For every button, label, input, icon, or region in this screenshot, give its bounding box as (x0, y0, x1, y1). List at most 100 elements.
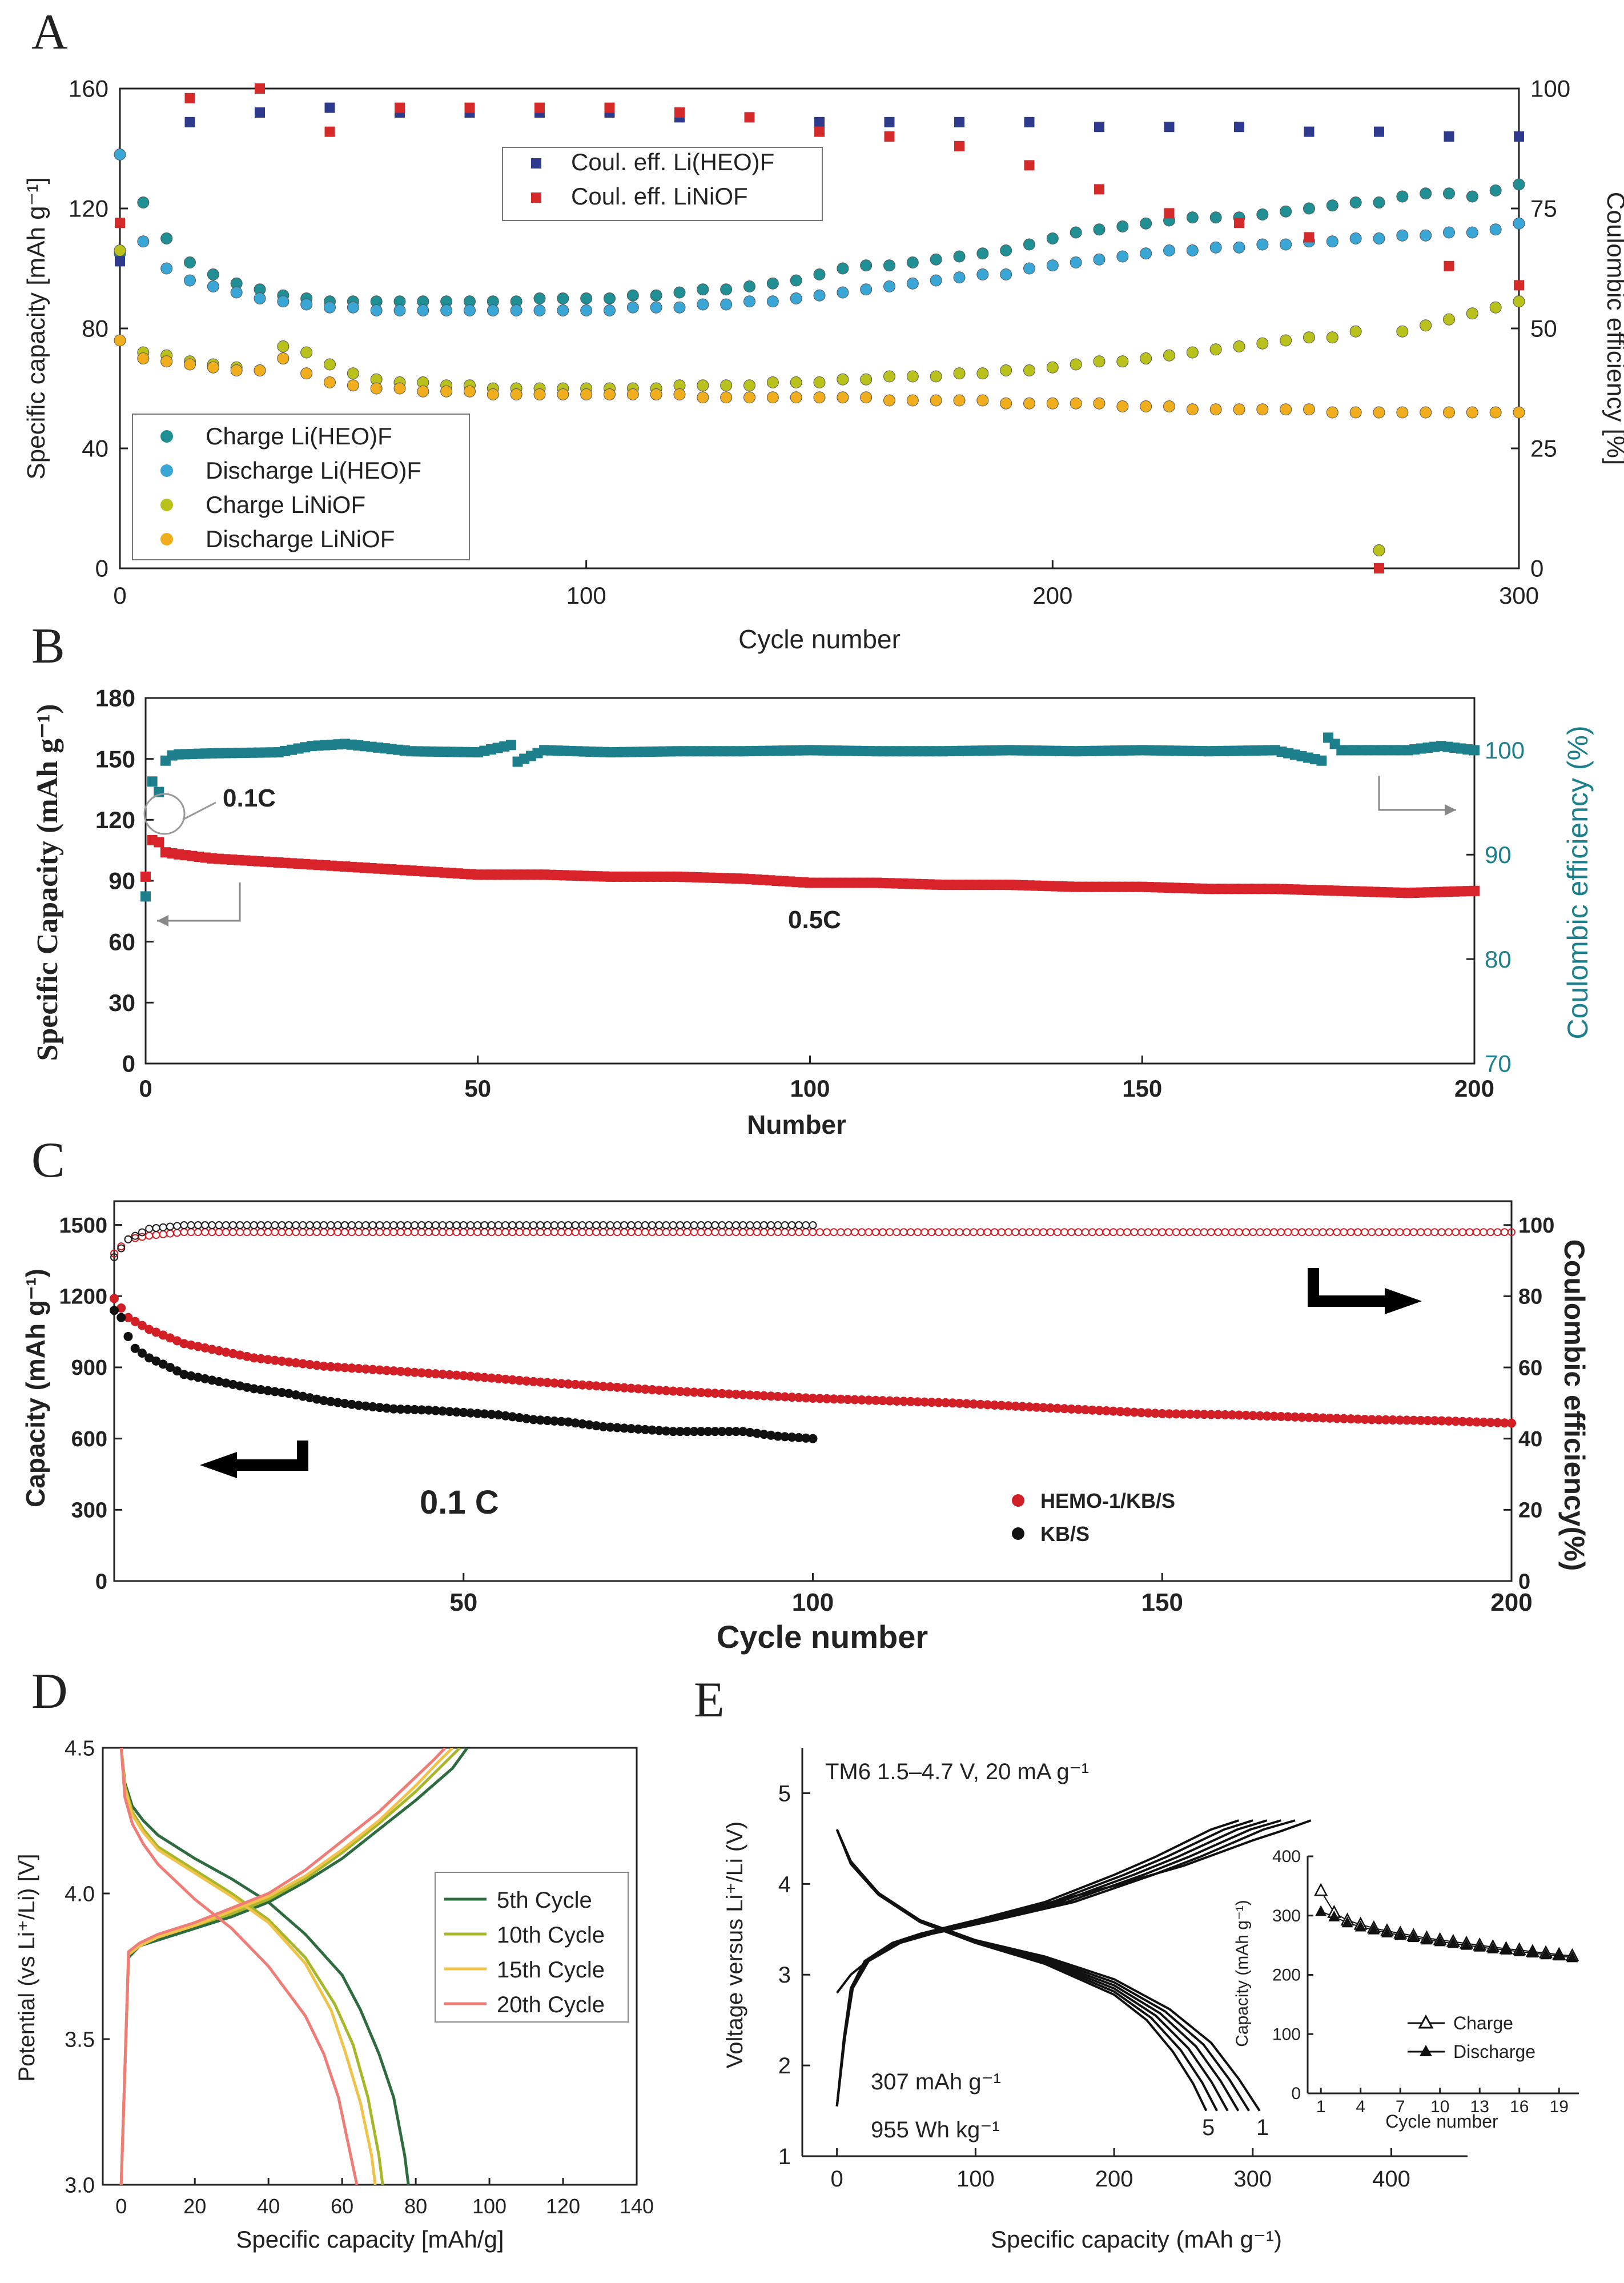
point-hemo (1067, 1404, 1076, 1414)
point-charge-heo (743, 280, 755, 292)
point-hemo (396, 1367, 405, 1377)
point-kbs (165, 1362, 175, 1372)
point-ce-kbs (550, 1221, 558, 1229)
inset-point-charge (1314, 1883, 1328, 1896)
point-ce-hemo (557, 1228, 566, 1237)
y-tick-label: 1 (778, 2144, 791, 2169)
point-hemo (249, 1353, 259, 1363)
point-ce-ninof (184, 93, 195, 103)
y-tick-label: 80 (82, 315, 108, 342)
point-discharge-ninof (1466, 406, 1478, 419)
legend-label-20th: 20th Cycle (497, 1992, 605, 2017)
point-charge-ninof (1116, 355, 1129, 368)
point-discharge-ninof (393, 382, 406, 395)
point-charge-ninof (1513, 295, 1525, 308)
x-axis-label-d: Specific capacity [mAh/g] (236, 2226, 504, 2253)
point-ce-ninof (1304, 232, 1315, 243)
point-hemo (1234, 1410, 1244, 1420)
y-tick-label: 3 (778, 1963, 791, 1988)
condition-label-e: TM6 1.5–4.7 V, 20 mA g⁻¹ (825, 1759, 1089, 1784)
arrow-left-b (157, 882, 241, 922)
panel-label-e: E (694, 1672, 725, 1728)
discharge-curve-6 (835, 1829, 1208, 2112)
point-kbs (787, 1433, 797, 1442)
point-charge-heo (533, 292, 546, 304)
point-ce-kbs (508, 1221, 517, 1229)
leader-line-b (182, 801, 216, 821)
inset-legend-marker-discharge (1420, 2045, 1432, 2056)
point-ce-kbs (138, 1228, 146, 1237)
point-discharge-ninof (1023, 397, 1035, 410)
point-charge-heo (557, 292, 569, 304)
point-discharge-heo (650, 301, 662, 314)
point-discharge-heo (626, 301, 639, 314)
point-ce-hemo (1158, 1228, 1167, 1237)
point-efficiency (505, 740, 516, 751)
point-hemo (766, 1391, 776, 1401)
point-ce-hemo (927, 1228, 936, 1237)
y-tick-label: 150 (95, 745, 135, 772)
point-hemo (808, 1393, 818, 1403)
point-ce-hemo (718, 1228, 726, 1237)
point-hemo (221, 1347, 231, 1357)
point-discharge-heo (370, 304, 383, 316)
point-ce-kbs (299, 1221, 307, 1229)
point-discharge-ninof (720, 391, 733, 404)
point-ce-hemo (822, 1228, 831, 1237)
discharge-curve-3 (835, 1829, 1240, 2112)
point-ce-heo (115, 256, 125, 267)
inset-point-discharge (1434, 1935, 1446, 1947)
point-ce-kbs (718, 1221, 726, 1229)
point-ce-hemo (871, 1228, 880, 1237)
arrow-right-c-head (1385, 1288, 1422, 1314)
point-ce-hemo (1221, 1228, 1229, 1237)
inset-y-tick-label: 400 (1272, 1847, 1301, 1866)
charge-curve-3 (119, 1748, 454, 2185)
x-tick-label: 200 (1490, 1588, 1532, 1616)
point-hemo (1416, 1415, 1425, 1425)
point-ce-kbs (361, 1221, 370, 1229)
plot-area-d (102, 1747, 638, 2186)
point-hemo (1423, 1416, 1433, 1426)
point-ce-ninof (1444, 260, 1454, 271)
point-ce-hemo (403, 1228, 412, 1237)
point-charge-ninof (1396, 325, 1409, 338)
point-hemo (1283, 1412, 1293, 1422)
point-ce-hemo (634, 1228, 642, 1237)
point-ce-hemo (739, 1228, 747, 1237)
point-hemo (529, 1377, 538, 1386)
point-discharge-heo (393, 304, 406, 316)
point-hemo (1318, 1413, 1328, 1423)
y-tick-label: 5 (778, 1781, 791, 1806)
inset-x-label: Cycle number (1385, 2111, 1498, 2132)
point-charge-heo (626, 289, 639, 302)
point-ce-hemo (515, 1228, 524, 1237)
inset-x-tick-label: 1 (1316, 2097, 1326, 2116)
point-ce-kbs (228, 1221, 237, 1229)
point-ce-hemo (152, 1231, 160, 1239)
point-ce-hemo (1123, 1228, 1132, 1237)
point-discharge-heo (790, 292, 802, 304)
point-ce-hemo (1193, 1228, 1201, 1237)
point-hemo (1004, 1401, 1014, 1411)
legend-box-d (435, 1872, 629, 2023)
y-tick-label: 60 (108, 928, 135, 955)
point-charge-heo (1209, 211, 1222, 224)
y-tick-label: 120 (69, 195, 108, 222)
point-hemo (1151, 1409, 1160, 1418)
point-discharge-ninof (860, 391, 873, 404)
point-ce-hemo (914, 1228, 922, 1237)
point-discharge-ninof (114, 334, 126, 347)
point-kbs (312, 1394, 321, 1404)
point-ce-hemo (1458, 1228, 1467, 1237)
point-ce-hemo (1361, 1228, 1369, 1237)
point-ce-kbs (704, 1221, 712, 1229)
point-charge-heo (207, 268, 219, 280)
y-tick-label: 90 (108, 868, 135, 894)
point-ce-hemo (494, 1228, 503, 1237)
point-discharge-ninof (1420, 406, 1432, 419)
point-ce-hemo (1249, 1228, 1257, 1237)
point-hemo (794, 1393, 804, 1402)
point-ce-kbs (774, 1221, 782, 1229)
point-discharge-heo (1489, 223, 1502, 236)
